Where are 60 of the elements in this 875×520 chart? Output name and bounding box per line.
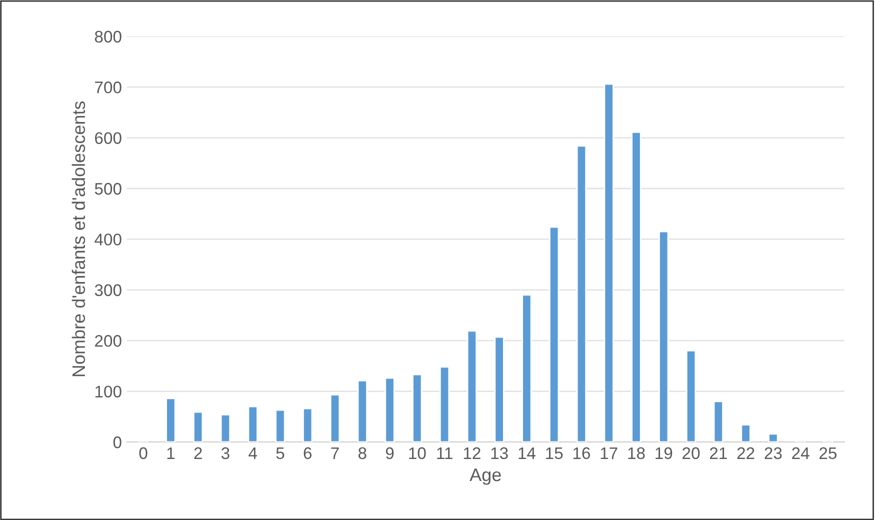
bar (604, 83, 614, 442)
x-tick-label: 24 (792, 447, 810, 459)
x-tick-label: 21 (710, 447, 727, 459)
x-tick-label: 1 (167, 447, 175, 459)
x-axis-title: Age (470, 468, 501, 485)
x-tick-label: 0 (139, 447, 148, 460)
x-tick-label: 5 (276, 447, 284, 460)
y-tick-label: 600 (95, 132, 122, 144)
x-tick-label: 4 (248, 447, 257, 459)
x-tick-label: 3 (221, 447, 230, 460)
x-tick-label: 23 (764, 447, 782, 460)
x-tick-label: 25 (820, 447, 837, 460)
bar (686, 350, 696, 442)
bar (466, 330, 478, 442)
x-tick-label: 10 (409, 447, 426, 460)
x-tick-label: 19 (656, 447, 672, 460)
y-tick-label: 700 (95, 82, 122, 94)
x-tick-label: 11 (437, 447, 452, 459)
bar (631, 132, 642, 442)
x-tick-label: 9 (386, 447, 394, 460)
x-tick-label: 8 (358, 447, 366, 460)
x-tick-label: 2 (194, 447, 202, 459)
bar (412, 374, 422, 442)
y-tick-label: 500 (94, 182, 122, 195)
y-tick-label: 100 (95, 386, 122, 398)
y-tick-label: 400 (94, 234, 122, 246)
bar (549, 226, 560, 442)
bar (713, 400, 724, 442)
x-tick-label: 14 (518, 447, 536, 459)
y-tick-label: 800 (94, 30, 122, 43)
bar (768, 433, 778, 442)
x-tick-label: 18 (628, 447, 645, 460)
y-tick-label: 200 (95, 335, 122, 347)
x-tick-label: 6 (304, 447, 312, 460)
x-tick-label: 13 (491, 447, 508, 460)
x-tick-label: 17 (600, 447, 618, 459)
bar (248, 406, 258, 442)
bar (494, 336, 504, 442)
x-tick-label: 16 (573, 447, 590, 460)
x-tick-label: 15 (546, 447, 563, 460)
x-tick-label: 7 (331, 447, 339, 459)
x-tick-label: 22 (737, 447, 754, 459)
x-tick-label: 12 (464, 447, 480, 459)
y-tick-label: 300 (94, 284, 122, 296)
bar (439, 366, 450, 442)
bar (193, 411, 204, 442)
bar (275, 409, 286, 442)
bar (166, 398, 176, 442)
bar (330, 394, 340, 442)
bar (220, 414, 231, 442)
bar (658, 230, 669, 442)
bar (740, 424, 751, 442)
bar (576, 145, 587, 442)
y-axis-title: Nombre d'enfants et d'adolescents (72, 101, 86, 376)
y-tick-label: 0 (113, 436, 122, 448)
bar (302, 408, 313, 442)
bar (357, 380, 368, 442)
bar (522, 294, 532, 442)
x-tick-label: 20 (682, 447, 700, 460)
bar (384, 377, 395, 442)
